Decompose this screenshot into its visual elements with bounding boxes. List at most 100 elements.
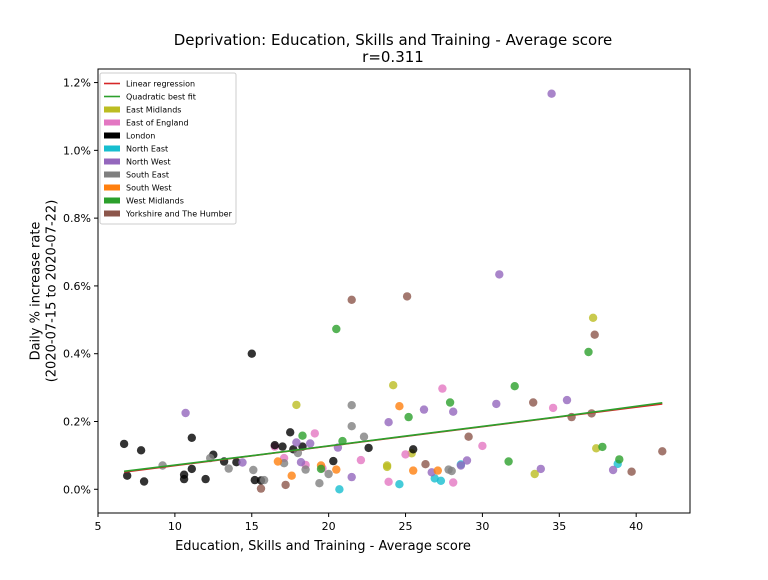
legend-color-swatch: [104, 171, 120, 178]
series-west-midlands: [298, 324, 624, 474]
data-point: [456, 461, 466, 470]
data-point: [332, 324, 341, 334]
data-point: [478, 441, 487, 451]
data-point: [329, 456, 338, 466]
plot-area: [119, 89, 667, 494]
data-point: [201, 474, 210, 484]
data-point: [548, 403, 558, 413]
data-point: [608, 465, 618, 475]
data-point: [492, 399, 501, 409]
data-point: [384, 418, 393, 427]
data-point: [306, 439, 315, 448]
y-tick-label: 0.8%: [63, 212, 91, 225]
data-point: [286, 428, 295, 437]
legend-label: London: [126, 132, 155, 141]
data-point: [530, 469, 539, 479]
y-tick-label: 1.2%: [63, 77, 91, 90]
data-point: [332, 465, 341, 474]
y-axis-label: Daily % increase rate(2020-07-15 to 2020…: [28, 200, 59, 383]
data-point: [179, 474, 189, 484]
data-point: [187, 433, 196, 442]
legend-label: Yorkshire and The Humber: [125, 210, 233, 219]
legend-item-east-of-england: East of England: [104, 119, 189, 128]
y-tick-label: 0.6%: [63, 280, 91, 293]
legend-label: North East: [126, 145, 168, 154]
data-point: [356, 455, 366, 465]
data-point: [359, 432, 369, 441]
data-point: [588, 313, 598, 322]
data-point: [315, 479, 324, 488]
data-point: [449, 478, 458, 487]
legend-label: West Midlands: [126, 197, 184, 206]
legend-color-swatch: [104, 106, 120, 113]
legend: Linear regression Quadratic best fit East …: [99, 72, 237, 225]
data-point: [123, 471, 132, 480]
data-point: [401, 450, 410, 459]
data-point: [421, 460, 430, 469]
data-point: [449, 407, 458, 416]
legend-color-swatch: [104, 145, 120, 152]
data-point: [347, 422, 356, 431]
legend-item-north-west: North West: [104, 158, 171, 167]
legend-label: East Midlands: [126, 106, 181, 115]
x-tick-label: 30: [475, 520, 489, 533]
legend-item-west-midlands: West Midlands: [104, 197, 184, 206]
data-point: [409, 466, 418, 475]
legend-item-quadratic-best-fit: Quadratic best fit: [104, 93, 196, 102]
data-point: [436, 476, 446, 485]
data-point: [389, 381, 398, 390]
legend-color-swatch: [104, 132, 120, 139]
y-tick-label: 0.2%: [63, 415, 91, 428]
legend-item-south-east: South East: [104, 171, 169, 180]
data-point: [296, 458, 306, 467]
legend-label: South East: [126, 171, 169, 180]
legend-label: South West: [126, 184, 171, 193]
data-point: [615, 455, 624, 464]
x-tick-label: 10: [168, 520, 182, 533]
series-london: [119, 349, 418, 486]
x-tick-label: 35: [552, 520, 566, 533]
series-yorkshire-and-the-humber: [256, 292, 667, 493]
legend-item-east-midlands: East Midlands: [104, 106, 181, 115]
quadratic-best-fit-line: [124, 402, 663, 473]
legend-label: North West: [126, 158, 171, 167]
data-point: [316, 464, 326, 474]
data-point: [409, 445, 418, 454]
data-point: [658, 447, 667, 456]
data-point: [395, 402, 404, 411]
legend-item-london: London: [104, 132, 155, 141]
data-point: [395, 480, 404, 489]
data-point: [324, 469, 333, 479]
data-point: [382, 461, 392, 470]
data-point: [335, 485, 344, 494]
y-tick-label: 0.0%: [63, 483, 91, 496]
data-point: [438, 384, 447, 393]
x-tick-label: 40: [629, 520, 643, 533]
data-point: [529, 398, 538, 407]
legend-label: East of England: [126, 119, 189, 128]
data-point: [384, 477, 393, 486]
data-point: [232, 458, 241, 467]
legend-color-swatch: [104, 184, 120, 191]
data-point: [298, 431, 307, 440]
data-point: [562, 395, 572, 405]
data-point: [270, 441, 279, 450]
legend-color-swatch: [104, 210, 120, 217]
data-point: [301, 465, 310, 474]
axes: 5 10 15 20 25 30 35 40 0.0% 0.2% 0.4% 0.6% 0.8% 1.0% 1…: [63, 77, 643, 533]
data-point: [181, 408, 190, 418]
y-axis-label-line: (2020-07-15 to 2020-07-22): [45, 200, 60, 383]
data-point: [310, 429, 319, 438]
data-point: [287, 471, 296, 480]
x-axis-label: Education, Skills and Training - Average…: [175, 539, 471, 554]
data-point: [464, 432, 473, 441]
plot-frame: [97, 68, 691, 514]
data-point: [247, 349, 256, 358]
data-point: [536, 464, 545, 474]
legend-label: Linear regression: [126, 80, 195, 89]
data-point: [598, 442, 607, 452]
data-point: [445, 398, 455, 407]
legend-color-swatch: [104, 158, 120, 165]
